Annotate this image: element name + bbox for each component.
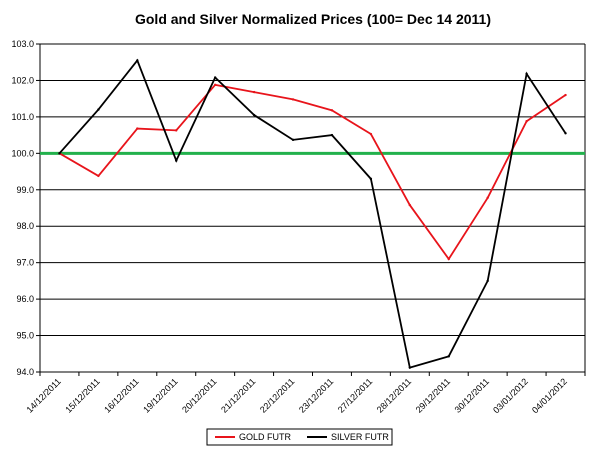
x-tick-labels: 14/12/2011 15/12/2011 16/12/2011 19/12/2011…: [24, 376, 569, 415]
data-point-gold-futr: [330, 109, 334, 112]
data-point-silver-futr: [136, 59, 139, 62]
axes: [36, 43, 586, 376]
x-tick-label: 04/01/2012: [530, 376, 569, 415]
data-point-silver-futr: [447, 355, 450, 358]
data-point-gold-futr: [136, 127, 139, 130]
legend-box: [206, 428, 393, 446]
x-tick-label: 28/12/2011: [375, 376, 413, 414]
data-point-silver-futr: [486, 279, 489, 283]
x-tick-label: 27/12/2011: [336, 376, 374, 414]
data-point-silver-futr: [97, 108, 100, 111]
data-point-gold-futr: [213, 83, 217, 87]
x-tick-label: 16/12/2011: [102, 376, 140, 414]
data-point-gold-futr: [369, 132, 373, 136]
data-point-silver-futr: [408, 366, 412, 369]
legend-label-silver-futr: SILVER FUTR: [331, 432, 389, 442]
y-tick-label: 103.0: [11, 39, 34, 49]
x-tick-label: 20/12/2011: [180, 376, 218, 414]
x-tick-label: 19/12/2011: [141, 376, 179, 414]
y-tick-label: 102.0: [11, 75, 34, 85]
y-tick-labels: 94.0 95.0 96.0 97.0 98.0 99.0 100.0 101.0 102.0 1…: [11, 39, 34, 377]
series-line-gold-futr: [59, 83, 567, 261]
x-tick-label: 21/12/2011: [219, 376, 257, 414]
data-point-silver-futr: [213, 76, 217, 79]
series-line-silver-futr: [58, 58, 567, 369]
x-tick-label: 14/12/2011: [24, 376, 62, 414]
data-point-silver-futr: [252, 113, 256, 117]
y-tick-label: 94.0: [16, 367, 34, 377]
data-point-gold-futr: [291, 98, 295, 101]
series-group: [58, 58, 567, 369]
x-tick-label: 23/12/2011: [297, 376, 335, 414]
data-point-silver-futr: [564, 132, 567, 135]
y-tick-label: 98.0: [16, 221, 34, 231]
y-tick-label: 99.0: [16, 185, 34, 195]
data-point-silver-futr: [58, 152, 61, 155]
chart-title: Gold and Silver Normalized Prices (100= …: [135, 11, 491, 27]
y-tick-label: 100.0: [11, 148, 34, 158]
data-point-silver-futr: [369, 177, 373, 181]
legend-label-gold-futr: GOLD FUTR: [239, 432, 292, 442]
grid-lines: [40, 43, 585, 373]
data-point-silver-futr: [175, 159, 178, 162]
x-tick-label: 30/12/2011: [453, 376, 491, 414]
data-point-gold-futr: [486, 196, 489, 199]
legend: GOLD FUTR SILVER FUTR: [206, 428, 393, 446]
data-point-gold-futr: [564, 93, 567, 97]
data-point-gold-futr: [175, 129, 178, 132]
data-point-gold-futr: [97, 174, 100, 178]
y-tick-label: 96.0: [16, 294, 34, 304]
data-point-gold-futr: [252, 90, 256, 94]
data-point-gold-futr: [447, 257, 450, 261]
x-tick-label: 22/12/2011: [258, 376, 296, 414]
data-point-gold-futr: [525, 120, 528, 123]
y-tick-label: 97.0: [16, 258, 34, 268]
data-point-silver-futr: [330, 133, 334, 137]
x-tick-label: 03/01/2012: [491, 376, 530, 415]
x-tick-label: 15/12/2011: [63, 376, 101, 414]
y-tick-label: 101.0: [11, 112, 34, 122]
data-point-silver-futr: [525, 72, 528, 76]
data-point-gold-futr: [408, 203, 412, 207]
data-point-silver-futr: [291, 138, 295, 142]
y-tick-label: 95.0: [16, 331, 34, 341]
x-tick-label: 29/12/2011: [414, 376, 452, 414]
